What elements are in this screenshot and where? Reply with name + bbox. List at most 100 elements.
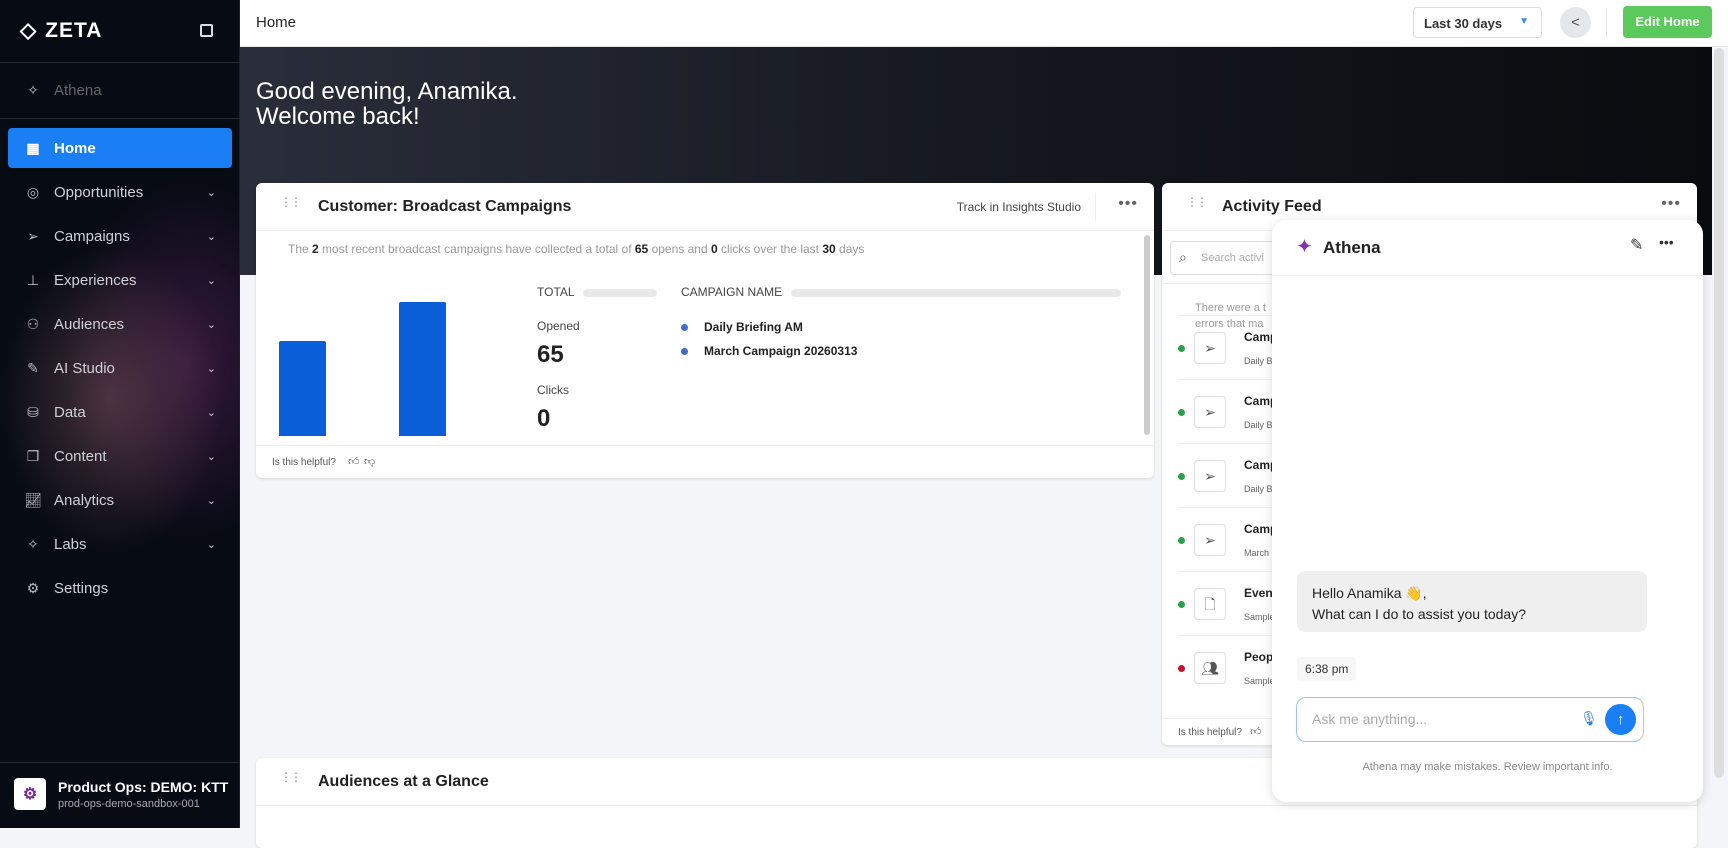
ai-icon: ✎ — [27, 359, 39, 376]
broadcast-campaigns-card: ⋮⋮ Customer: Broadcast Campaigns Track i… — [256, 183, 1154, 478]
drag-handle-icon[interactable]: ⋮⋮ — [280, 195, 302, 209]
send-icon: ➢ — [1194, 396, 1226, 428]
status-dot — [1178, 537, 1185, 544]
card-scrollbar[interactable] — [1144, 235, 1150, 435]
audiences-icon: ⚇ — [26, 315, 40, 332]
sidebar-item-experiences[interactable]: ⊥ Experiences ⌄ — [8, 260, 232, 300]
target-icon: ◎ — [26, 183, 40, 200]
opened-value: 65 — [537, 341, 564, 368]
opened-label: Opened — [537, 319, 580, 333]
card-footer: Is this helpful? 👍︎ 👎︎ — [256, 445, 1154, 478]
new-chat-icon[interactable]: ✎ — [1630, 237, 1644, 254]
thumbs-up-icon[interactable]: 👍︎ — [348, 456, 360, 468]
send-icon: ➢ — [1194, 460, 1226, 492]
divider — [1606, 8, 1607, 38]
status-dot — [1178, 345, 1185, 352]
thumbs-up-icon[interactable]: 👍︎ — [1250, 726, 1262, 738]
total-header: TOTAL — [537, 285, 658, 299]
sidebar-item-data[interactable]: ⛁ Data ⌄ — [8, 392, 232, 432]
top-bar: Home Last 30 days ▼ < Edit Home — [240, 0, 1728, 47]
status-dot — [1178, 473, 1185, 480]
sidebar-item-content[interactable]: ❐ Content ⌄ — [8, 436, 232, 476]
status-dot — [1178, 409, 1185, 416]
error-notice: There were a t errors that ma — [1195, 302, 1266, 330]
athena-chat-panel: ✦ Athena ✎ ••• Hello Anamika 👋, What can … — [1272, 220, 1703, 802]
share-icon: < — [1571, 14, 1580, 31]
page-scrollbar[interactable] — [1714, 48, 1724, 778]
analytics-icon: 📈︎ — [24, 491, 42, 508]
database-icon: ⛁ — [27, 403, 39, 420]
athena-sparkle-icon: ✦ — [1296, 236, 1313, 258]
sidebar-item-campaigns[interactable]: ➢ Campaigns ⌄ — [8, 216, 232, 256]
search-icon: ⌕ — [1179, 249, 1187, 265]
sidebar-item-athena[interactable]: ✧ Athena — [8, 70, 232, 110]
status-dot — [1178, 601, 1185, 608]
sidebar-item-analytics[interactable]: 📈︎ Analytics ⌄ — [24, 491, 216, 509]
sidebar-item-audiences[interactable]: ⚇ Audiences ⌄ — [8, 304, 232, 344]
grid-icon: ▦ — [26, 139, 40, 156]
chat-input[interactable]: Ask me anything... 🎙︎ ↑ — [1296, 697, 1644, 742]
clicks-label: Clicks — [537, 383, 569, 397]
content-icon: ❐ — [26, 447, 40, 464]
summary-text: The 2 most recent broadcast campaigns ha… — [288, 242, 865, 256]
sidebar-item-opportunities[interactable]: ◎ Opportunities ⌄ — [8, 172, 232, 212]
sidebar-item-home[interactable]: ▦ Home — [8, 128, 232, 168]
send-button[interactable]: ↑ — [1605, 704, 1636, 735]
clicks-value: 0 — [537, 405, 551, 432]
microphone-icon[interactable]: 🎙︎ — [1580, 710, 1598, 726]
chevron-down-icon[interactable]: ⌄ — [206, 186, 216, 199]
send-icon: ➢ — [27, 227, 39, 244]
collapse-sidebar-icon[interactable] — [200, 24, 213, 37]
card-title: Activity Feed — [1222, 198, 1322, 215]
sidebar: ◇ ZETA ✧ Athena ▦ Home ◎ Opportunities ⌄ ➢ Campa… — [0, 0, 240, 828]
drag-handle-icon[interactable]: ⋮⋮ — [1186, 195, 1208, 209]
chevron-down-icon[interactable]: ⌄ — [206, 318, 216, 331]
chevron-down-icon[interactable]: ⌄ — [206, 494, 216, 507]
chevron-down-icon: ▼ — [1519, 16, 1529, 27]
divider — [0, 62, 240, 63]
track-insights-link[interactable]: Track in Insights Studio — [956, 200, 1081, 214]
sidebar-item-ai-studio[interactable]: ✎ AI Studio ⌄ — [8, 348, 232, 388]
divider — [0, 118, 240, 119]
org-switcher[interactable]: ⚙ Product Ops: DEMO: KTT prod-ops-demo-s… — [14, 778, 228, 810]
sidebar-item-labs[interactable]: ✧ Labs ⌄ — [8, 524, 232, 564]
org-name: Product Ops: DEMO: KTT — [58, 778, 229, 795]
card-title: Audiences at a Glance — [318, 773, 489, 790]
share-button[interactable]: < — [1560, 7, 1591, 38]
thumbs-down-icon[interactable]: 👎︎ — [364, 456, 376, 468]
chevron-down-icon[interactable]: ⌄ — [206, 274, 216, 287]
card-title: Customer: Broadcast Campaigns — [318, 198, 572, 215]
org-logo-icon: ⚙ — [14, 778, 46, 810]
legend-item: Daily Briefing AM — [681, 320, 803, 334]
sidebar-item-settings[interactable]: ⚙ Settings — [8, 568, 232, 608]
sparkle-icon: ✧ — [27, 81, 39, 98]
assistant-message: Hello Anamika 👋, What can I do to assist … — [1297, 571, 1647, 632]
date-range-dropdown[interactable]: Last 30 days ▼ — [1413, 7, 1542, 38]
edit-home-button[interactable]: Edit Home — [1623, 6, 1712, 38]
status-dot — [1178, 665, 1185, 672]
chevron-down-icon[interactable]: ⌄ — [206, 406, 216, 419]
bar-2[interactable] — [399, 302, 446, 436]
page-title: Home — [256, 14, 297, 31]
gear-icon: ⚙ — [26, 579, 40, 596]
chevron-down-icon[interactable]: ⌄ — [206, 538, 216, 551]
sparkle-icon: ✧ — [27, 535, 39, 552]
more-options-icon[interactable]: ••• — [1661, 195, 1681, 212]
greeting: Good evening, Anamika. Welcome back! — [256, 78, 518, 130]
more-options-icon[interactable]: ••• — [1118, 195, 1138, 212]
athena-title: Athena — [1323, 238, 1381, 257]
legend-item: March Campaign 20260313 — [681, 344, 857, 358]
disclaimer: Athena may make mistakes. Review importa… — [1362, 761, 1613, 773]
org-id: prod-ops-demo-sandbox-001 — [58, 797, 200, 810]
campaign-name-header: CAMPAIGN NAME — [681, 285, 1122, 299]
zeta-diamond-icon: ◇ — [20, 19, 38, 42]
chevron-down-icon[interactable]: ⌄ — [206, 450, 216, 463]
chevron-down-icon[interactable]: ⌄ — [206, 230, 216, 243]
drag-handle-icon[interactable]: ⋮⋮ — [280, 770, 302, 784]
file-icon: 🗋 — [1194, 588, 1226, 620]
message-timestamp: 6:38 pm — [1297, 657, 1357, 681]
chevron-down-icon[interactable]: ⌄ — [206, 362, 216, 375]
more-options-icon[interactable]: ••• — [1659, 234, 1674, 250]
zeta-logo[interactable]: ◇ ZETA — [20, 18, 103, 43]
bar-1[interactable] — [279, 340, 326, 436]
